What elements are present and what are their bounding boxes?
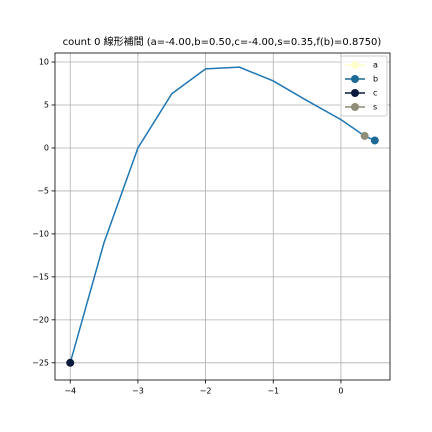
point [360, 131, 369, 140]
y-tick-label: 0 [44, 143, 49, 152]
legend-label: s [373, 103, 377, 112]
legend-marker [351, 89, 359, 97]
y-tick-label: −5 [37, 186, 49, 195]
x-tick-label: −2 [200, 387, 212, 396]
y-tick-label: −25 [32, 358, 49, 367]
legend-box [340, 55, 388, 117]
x-tick-label: −3 [132, 387, 144, 396]
legend-label: c [373, 89, 377, 98]
x-tick-label: 0 [338, 387, 343, 396]
chart-title: count 0 線形補間 (a=-4.00,b=0.50,c=-4.00,s=0… [63, 35, 382, 48]
legend-marker [351, 61, 359, 69]
x-tick-label: −1 [267, 387, 279, 396]
y-tick-label: 5 [44, 100, 49, 109]
point [66, 358, 75, 367]
y-tick-label: 10 [39, 58, 49, 67]
y-tick-label: −20 [32, 315, 49, 324]
x-tick-label: −4 [64, 387, 76, 396]
legend-label: b [373, 75, 378, 84]
axes-frame [54, 52, 391, 381]
legend-marker [351, 75, 359, 83]
legend-label: a [373, 61, 378, 70]
legend-marker [351, 103, 359, 111]
curve [69, 66, 376, 364]
point [370, 136, 379, 145]
y-tick-label: −15 [32, 272, 49, 281]
y-tick-label: −10 [32, 229, 49, 238]
